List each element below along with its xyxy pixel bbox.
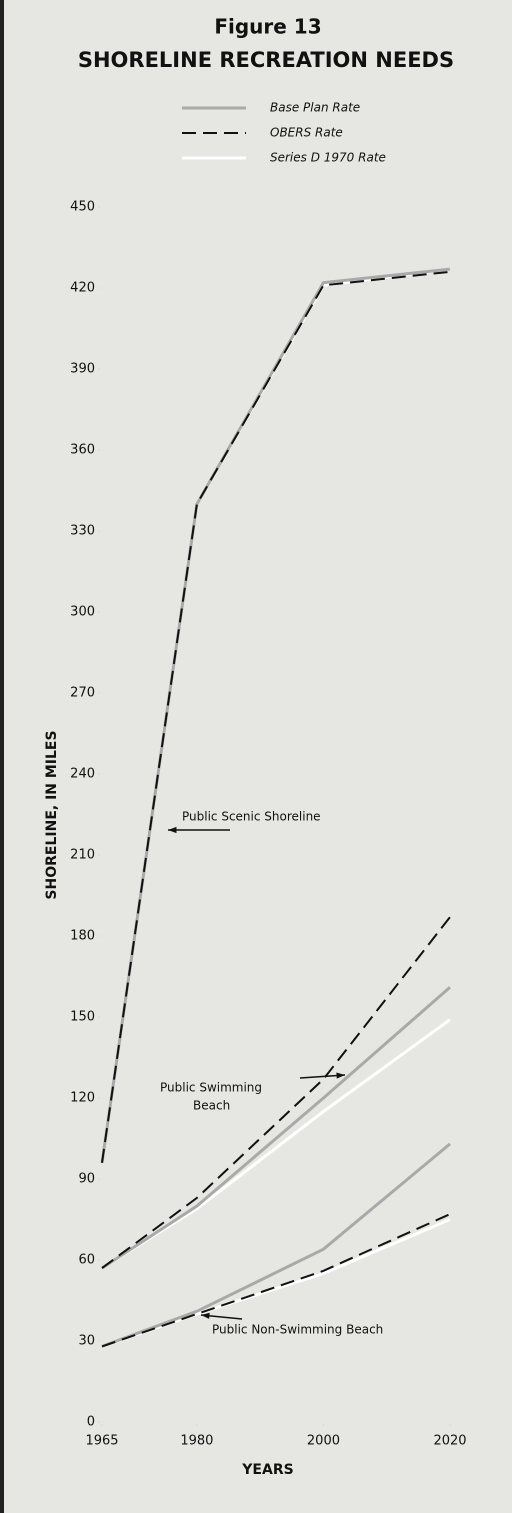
series-line (101, 270, 451, 1163)
y-tick-label: 240 (70, 767, 95, 782)
y-axis-label: SHORELINE, IN MILES (44, 730, 60, 899)
y-tick-label: 450 (70, 200, 95, 215)
legend-label: Series D 1970 Rate (270, 151, 386, 165)
y-tick-label: 330 (70, 524, 95, 539)
x-tick-label: 2020 (433, 1434, 466, 1449)
y-tick-label: 360 (70, 443, 95, 458)
legend-label: Base Plan Rate (270, 101, 360, 115)
x-axis-label: YEARS (241, 1462, 293, 1478)
y-tick-label: 30 (78, 1334, 95, 1349)
legend-label: OBERS Rate (270, 126, 343, 140)
arrow-head (201, 1312, 210, 1319)
annotation: Beach (193, 1099, 230, 1113)
y-tick-label: 180 (70, 929, 95, 944)
annotation: Public Non-Swimming Beach (212, 1323, 383, 1337)
x-tick-label: 1980 (180, 1434, 213, 1449)
x-tick-label: 1965 (85, 1434, 118, 1449)
series-line (101, 916, 451, 1269)
y-tick-label: 300 (70, 605, 95, 620)
series-line (101, 1213, 451, 1348)
series-line (101, 1142, 451, 1348)
y-tick-label: 120 (70, 1091, 95, 1106)
frame-edge (0, 0, 4, 1513)
x-tick-label: 2000 (307, 1434, 340, 1449)
y-tick-label: 150 (70, 1010, 95, 1025)
y-tick-label: 390 (70, 362, 95, 377)
y-tick-label: 210 (70, 848, 95, 863)
arrow-head (336, 1072, 345, 1079)
y-tick-label: 60 (78, 1253, 95, 1268)
series-line (101, 986, 451, 1270)
chart-title: Figure 13 (214, 15, 321, 39)
arrow-head (168, 826, 177, 834)
y-tick-label: 270 (70, 686, 95, 701)
y-tick-label: 90 (78, 1172, 95, 1187)
y-tick-label: 0 (87, 1415, 95, 1430)
chart-subtitle: SHORELINE RECREATION NEEDS (78, 48, 454, 72)
annotation: Public Scenic Shoreline (182, 810, 321, 824)
series-line (100, 267, 451, 1164)
annotation: Public Swimming (160, 1081, 262, 1095)
series-line (100, 267, 451, 1164)
series-line (101, 1018, 451, 1270)
y-tick-label: 420 (70, 281, 95, 296)
